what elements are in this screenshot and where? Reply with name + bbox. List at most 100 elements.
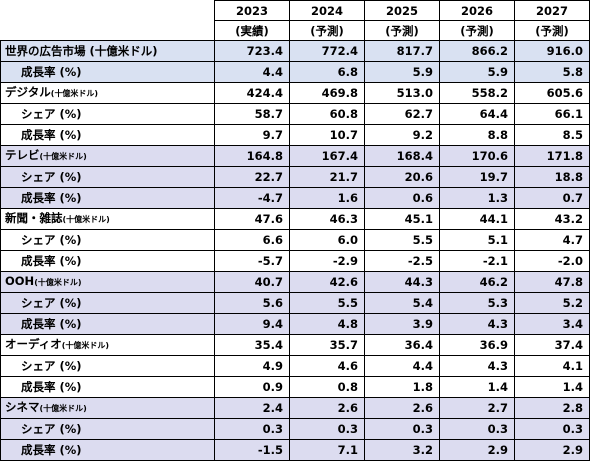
row-label-text: 成長率 (%) [21, 254, 82, 268]
value-cell: 1.8 [364, 376, 440, 398]
value-cell: 3.9 [364, 313, 440, 335]
row-label: 成長率 (%) [0, 313, 215, 335]
value-cell: 0.6 [364, 187, 440, 209]
note-header: (予測) [514, 20, 590, 41]
value-cell: 2.9 [439, 439, 515, 461]
row-label-text: 成長率 (%) [21, 380, 82, 394]
value-cell: 5.6 [214, 292, 290, 314]
table-row: テレビ(十億米ドル) 164.8 167.4 168.4 170.6 171.8 [0, 145, 590, 167]
row-label: シェア (%) [0, 103, 215, 125]
value-cell: 424.4 [214, 82, 290, 104]
row-label-text: シェア (%) [21, 296, 82, 310]
value-cell: -2.0 [514, 250, 590, 272]
value-cell: 66.1 [514, 103, 590, 125]
row-label: シェア (%) [0, 418, 215, 440]
table-row: 成長率 (%) -5.7 -2.9 -2.5 -2.1 -2.0 [0, 250, 590, 272]
unit-label: (十億米ドル) [39, 152, 87, 161]
value-cell: 47.8 [514, 271, 590, 293]
value-cell: 4.6 [289, 355, 365, 377]
value-cell: 723.4 [214, 40, 290, 62]
table-row: シェア (%) 5.6 5.5 5.4 5.3 5.2 [0, 292, 590, 314]
table-row: OOH(十億米ドル) 40.7 42.6 44.3 46.2 47.8 [0, 271, 590, 293]
value-cell: -2.9 [289, 250, 365, 272]
note-header-row: (実績) (予測) (予測) (予測) (予測) [0, 20, 590, 41]
value-cell: 47.6 [214, 208, 290, 230]
row-label-text: シネマ [5, 400, 40, 414]
row-label: デジタル(十億米ドル) [0, 82, 215, 104]
value-cell: 0.7 [514, 187, 590, 209]
value-cell: -2.5 [364, 250, 440, 272]
value-cell: 171.8 [514, 145, 590, 167]
note-header: (予測) [439, 20, 515, 41]
note-header: (予測) [364, 20, 440, 41]
value-cell: 62.7 [364, 103, 440, 125]
unit-label: (十億米ドル) [50, 89, 99, 98]
value-cell: 6.8 [289, 61, 365, 83]
table-row: 成長率 (%) 4.4 6.8 5.9 5.9 5.8 [0, 61, 590, 83]
table-row: 成長率 (%) -1.5 7.1 3.2 2.9 2.9 [0, 439, 590, 461]
value-cell: 4.9 [214, 355, 290, 377]
value-cell: 22.7 [214, 166, 290, 188]
value-cell: 45.1 [364, 208, 440, 230]
value-cell: 0.8 [289, 376, 365, 398]
value-cell: 37.4 [514, 334, 590, 356]
value-cell: 44.3 [364, 271, 440, 293]
value-cell: 3.2 [364, 439, 440, 461]
row-label-text: 成長率 (%) [21, 65, 82, 79]
row-label: 成長率 (%) [0, 250, 215, 272]
row-label: 世界の広告市場 (十億米ドル) [0, 40, 215, 62]
value-cell: 167.4 [289, 145, 365, 167]
value-cell: 8.8 [439, 124, 515, 146]
value-cell: 4.7 [514, 229, 590, 251]
value-cell: 1.4 [439, 376, 515, 398]
value-cell: 4.4 [214, 61, 290, 83]
value-cell: 0.3 [214, 418, 290, 440]
value-cell: 2.9 [514, 439, 590, 461]
value-cell: 1.4 [514, 376, 590, 398]
value-cell: 20.6 [364, 166, 440, 188]
value-cell: 513.0 [364, 82, 440, 104]
value-cell: 43.2 [514, 208, 590, 230]
row-label-text: 世界の広告市場 (十億米ドル) [5, 44, 158, 58]
value-cell: 5.9 [439, 61, 515, 83]
value-cell: 0.3 [514, 418, 590, 440]
table-row: シェア (%) 0.3 0.3 0.3 0.3 0.3 [0, 418, 590, 440]
value-cell: 817.7 [364, 40, 440, 62]
table-row: 成長率 (%) 9.4 4.8 3.9 4.3 3.4 [0, 313, 590, 335]
row-label-text: テレビ [5, 148, 40, 162]
row-label-text: 新聞・雑誌 [5, 211, 63, 225]
value-cell: 5.5 [364, 229, 440, 251]
row-label: 成長率 (%) [0, 439, 215, 461]
value-cell: 18.8 [514, 166, 590, 188]
value-cell: 2.7 [439, 397, 515, 419]
value-cell: 5.2 [514, 292, 590, 314]
value-cell: 10.7 [289, 124, 365, 146]
value-cell: 4.3 [439, 355, 515, 377]
table-row: 世界の広告市場 (十億米ドル) 723.4 772.4 817.7 866.2 916.0 [0, 40, 590, 62]
header-blank-cell [0, 0, 215, 21]
value-cell: 2.6 [364, 397, 440, 419]
value-cell: 40.7 [214, 271, 290, 293]
table-row: シェア (%) 58.7 60.8 62.7 64.4 66.1 [0, 103, 590, 125]
value-cell: 60.8 [289, 103, 365, 125]
value-cell: 605.6 [514, 82, 590, 104]
value-cell: 64.4 [439, 103, 515, 125]
table-body: 世界の広告市場 (十億米ドル) 723.4 772.4 817.7 866.2 916.0… [0, 40, 590, 461]
value-cell: 5.8 [514, 61, 590, 83]
value-cell: 2.6 [289, 397, 365, 419]
table-row: シェア (%) 6.6 6.0 5.5 5.1 4.7 [0, 229, 590, 251]
unit-label: (十億米ドル) [34, 278, 82, 287]
table-row: 成長率 (%) 0.9 0.8 1.8 1.4 1.4 [0, 376, 590, 398]
value-cell: 42.6 [289, 271, 365, 293]
value-cell: 2.8 [514, 397, 590, 419]
unit-label: (十億米ドル) [61, 341, 110, 350]
row-label-text: シェア (%) [21, 107, 82, 121]
year-header-row: 2023 2024 2025 2026 2027 [0, 0, 590, 21]
value-cell: 8.5 [514, 124, 590, 146]
value-cell: 36.4 [364, 334, 440, 356]
note-header: (予測) [289, 20, 365, 41]
value-cell: 4.1 [514, 355, 590, 377]
table-row: 新聞・雑誌(十億米ドル) 47.6 46.3 45.1 44.1 43.2 [0, 208, 590, 230]
value-cell: 58.7 [214, 103, 290, 125]
